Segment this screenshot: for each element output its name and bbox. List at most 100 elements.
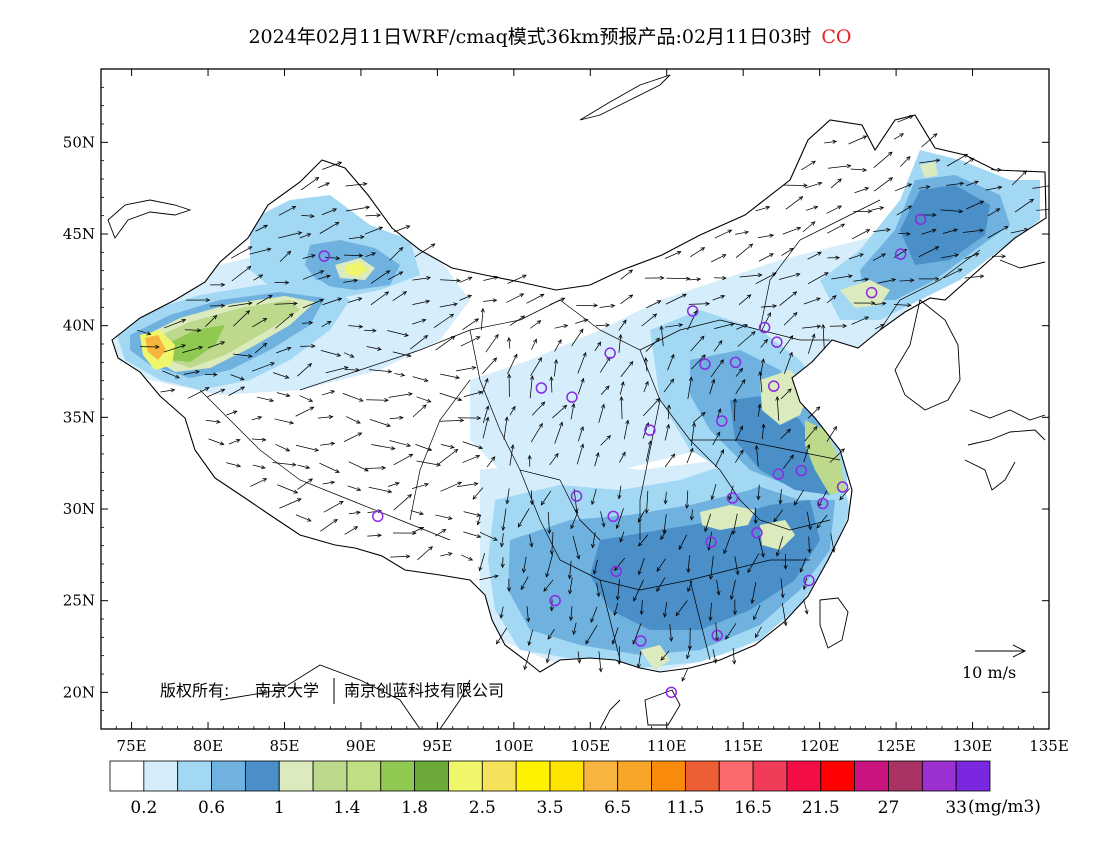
colorbar-swatch xyxy=(177,760,212,792)
wind-arrow xyxy=(830,533,836,553)
wind-arrow xyxy=(716,579,721,596)
wind-arrow xyxy=(568,577,573,595)
wind-arrow xyxy=(275,313,294,329)
wind-arrow xyxy=(412,526,425,533)
wind-arrow xyxy=(802,324,822,329)
wind-arrow xyxy=(802,221,816,233)
wind-arrow xyxy=(459,276,473,283)
wind-arrow xyxy=(686,555,691,574)
wind-arrow xyxy=(344,352,355,358)
wind-arrow xyxy=(598,651,603,673)
wind-arrow xyxy=(619,381,625,395)
lon-label: 105E xyxy=(570,737,610,755)
wind-arrow xyxy=(921,133,938,148)
wind-arrow xyxy=(567,560,572,580)
wind-arrow xyxy=(757,403,762,417)
wind-arrow xyxy=(577,426,584,442)
wind-arrow xyxy=(302,298,324,309)
wind-arrow xyxy=(761,311,771,332)
wind-arrow xyxy=(781,602,788,627)
fill-green-jiangsu xyxy=(805,420,845,495)
wind-arrow xyxy=(295,514,312,522)
lat-label: 25N xyxy=(63,592,95,610)
lat-label: 50N xyxy=(63,133,95,151)
pollutant-label: CO xyxy=(821,26,852,48)
wind-arrow xyxy=(371,444,396,451)
wind-arrow xyxy=(619,531,625,543)
wind-arrow xyxy=(256,396,275,403)
wind-arrow xyxy=(478,552,486,572)
colorbar-swatch xyxy=(651,760,686,792)
wind-arrow xyxy=(460,336,481,347)
wind-arrow xyxy=(829,323,848,329)
wind-arrow xyxy=(364,226,384,235)
wind-arrow xyxy=(210,282,226,287)
wind-arrow xyxy=(500,557,505,569)
lon-label: 130E xyxy=(953,737,993,755)
wind-arrow xyxy=(297,478,314,490)
wind-arrow xyxy=(226,410,238,416)
wind-arrow xyxy=(434,528,447,537)
wind-arrow xyxy=(732,599,737,616)
wind-arrow xyxy=(231,265,252,282)
wind-arrow xyxy=(619,451,626,463)
wind-arrow xyxy=(417,546,433,561)
colorbar-swatch xyxy=(109,760,145,792)
wind-arrow xyxy=(183,369,200,375)
wind-arrow xyxy=(459,294,473,301)
wind-arrow xyxy=(708,555,714,581)
wind-arrow xyxy=(662,602,668,618)
wind-arrow xyxy=(277,484,299,494)
wind-arrow xyxy=(758,370,763,393)
wind-arrow xyxy=(783,553,788,570)
wind-arrow xyxy=(824,139,838,144)
station-marker xyxy=(751,527,763,539)
wind-arrow xyxy=(594,452,600,467)
colorbar-swatch xyxy=(515,760,551,792)
lon-label: 120E xyxy=(800,737,840,755)
wind-arrow xyxy=(435,514,453,520)
wind-arrow xyxy=(250,478,268,487)
wind-arrow xyxy=(807,251,822,260)
wind-arrow xyxy=(681,668,689,682)
wind-arrow xyxy=(472,487,484,500)
wind-arrow xyxy=(416,460,441,467)
wind-arrow xyxy=(276,346,292,354)
wind-arrow xyxy=(549,452,559,466)
wind-arrow xyxy=(483,298,498,303)
wind-arrow xyxy=(591,532,596,549)
station-marker xyxy=(771,336,783,348)
wind-arrow xyxy=(941,253,960,259)
wind-arrow xyxy=(365,213,382,218)
wind-arrow xyxy=(735,243,754,258)
colorbar-swatch xyxy=(549,760,585,792)
wind-arrow xyxy=(827,223,846,234)
colorbar-swatch xyxy=(921,760,957,792)
wind-arrow xyxy=(755,272,777,285)
wind-arrow xyxy=(781,247,794,256)
wind-arrow xyxy=(496,627,508,645)
wind-arrow xyxy=(552,404,568,419)
wind-arrow xyxy=(662,514,667,535)
wind-arrow xyxy=(228,386,246,396)
wind-arrow xyxy=(368,486,393,494)
wind-arrow xyxy=(714,275,727,281)
wind-arrow xyxy=(392,351,412,358)
wind-arrow xyxy=(302,270,325,280)
wind-arrow xyxy=(966,200,985,210)
wind-arrow xyxy=(918,246,940,258)
wind-arrow xyxy=(414,243,436,258)
wind-arrow xyxy=(388,271,404,280)
wind-arrow xyxy=(991,167,1002,172)
wind-arrow xyxy=(438,448,459,465)
wind-arrow xyxy=(543,579,554,592)
wind-arrow xyxy=(577,351,587,374)
wind-arrow xyxy=(347,297,363,303)
wind-arrow xyxy=(300,176,320,191)
wind-arrow xyxy=(575,318,589,324)
wind-arrow xyxy=(684,490,690,509)
wind-arrow xyxy=(738,294,752,305)
wind-arrow xyxy=(299,233,312,239)
colorbar-swatch xyxy=(380,760,416,792)
